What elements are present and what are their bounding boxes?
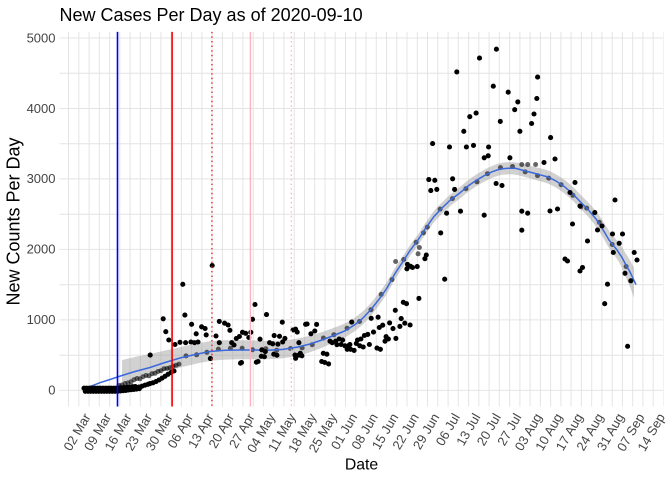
svg-text:0: 0 [48, 383, 55, 398]
svg-text:New Cases Per Day as of 2020-0: New Cases Per Day as of 2020-09-10 [60, 5, 363, 25]
svg-text:3000: 3000 [27, 171, 56, 186]
svg-text:1000: 1000 [27, 312, 56, 327]
svg-text:Date: Date [345, 457, 379, 474]
svg-text:2000: 2000 [27, 242, 56, 257]
svg-text:5000: 5000 [27, 30, 56, 45]
svg-text:New Counts Per Day: New Counts Per Day [4, 137, 24, 305]
svg-text:4000: 4000 [27, 101, 56, 116]
